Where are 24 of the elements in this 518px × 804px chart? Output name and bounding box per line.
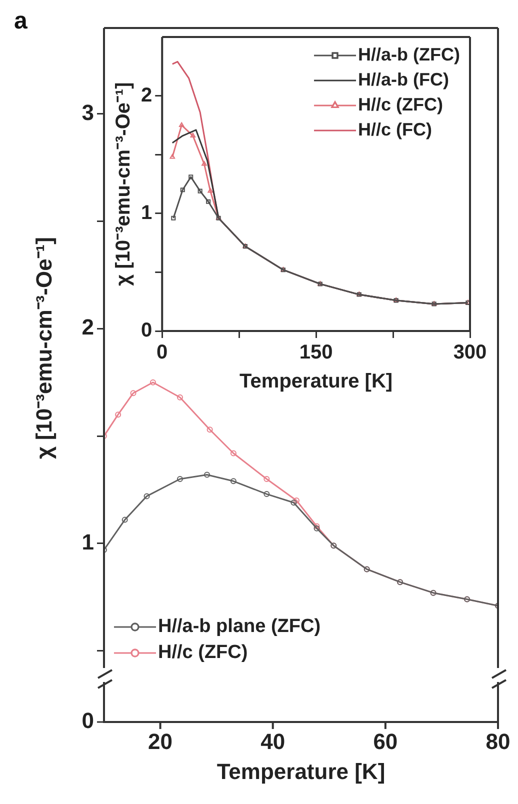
x-tick-label: 80 bbox=[486, 729, 510, 754]
legend-label: H//c (ZFC) bbox=[358, 94, 444, 114]
y-tick-label: 0 bbox=[141, 320, 152, 342]
legend-label: H//a-b (ZFC) bbox=[358, 44, 460, 64]
x-tick-label: 60 bbox=[373, 729, 398, 754]
x-tick-label: 300 bbox=[453, 342, 487, 364]
text: a bbox=[14, 8, 28, 35]
y-tick-label: 2 bbox=[82, 314, 94, 340]
y-tick-label: 2 bbox=[141, 84, 152, 106]
y-tick-label: 3 bbox=[82, 100, 94, 125]
y-axis-title: χ [10⁻³emu-cm⁻³-Oe⁻¹] bbox=[31, 237, 56, 459]
x-axis-title: Temperature [K] bbox=[240, 370, 393, 393]
y-tick-label: 1 bbox=[82, 530, 94, 554]
x-tick-label: 150 bbox=[299, 342, 333, 364]
x-tick-label: 40 bbox=[260, 729, 286, 754]
legend-label: H//c (ZFC) bbox=[158, 642, 248, 664]
x-axis-title: Temperature [K] bbox=[216, 759, 386, 784]
y-axis-title: χ [10⁻³emu-cm⁻³-Oe⁻¹] bbox=[112, 82, 135, 286]
x-tick-label: 20 bbox=[148, 729, 173, 754]
legend-label: H//a-b plane (ZFC) bbox=[158, 616, 321, 638]
x-tick-label: 0 bbox=[156, 342, 168, 364]
legend-label: H//c (FC) bbox=[358, 119, 432, 140]
legend-label: H//a-b (FC) bbox=[358, 69, 450, 90]
y-tick-label: 1 bbox=[141, 202, 152, 224]
